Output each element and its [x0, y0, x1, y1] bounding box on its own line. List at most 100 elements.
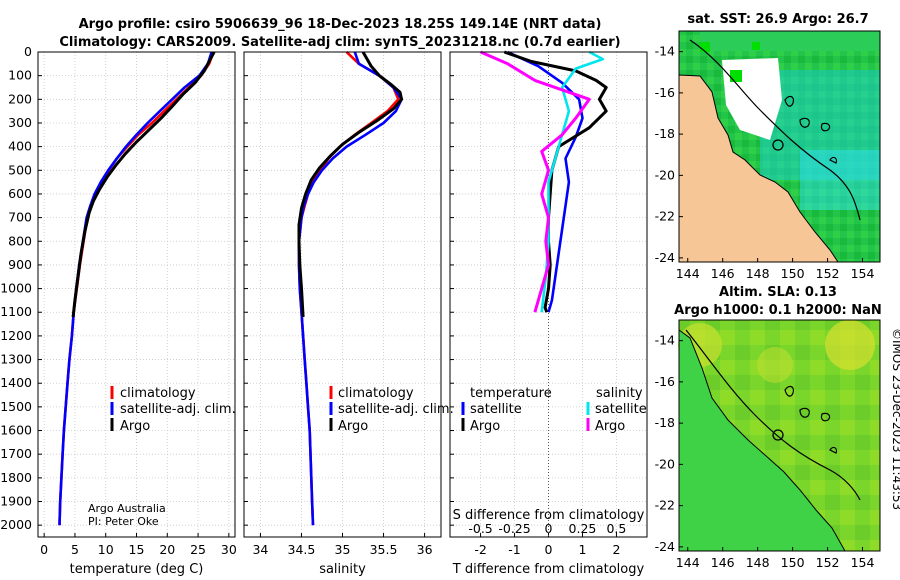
x-tick-label: -1 [508, 542, 520, 557]
temperature-panel: 0100200300400500600700800900100011001200… [0, 44, 237, 577]
x-tick-label: 30 [221, 542, 237, 557]
series-line-satellite-adj-clim- [297, 51, 403, 526]
map-x-tick-label: 154 [851, 266, 875, 281]
y-tick-label: 1600 [0, 423, 32, 438]
x-tick-label: 25 [190, 542, 206, 557]
legend-label-s-satellite: satellite [595, 402, 647, 417]
map-x-tick-label: 148 [746, 555, 770, 570]
y-tick-label: 800 [8, 233, 32, 248]
salinity-legend: climatology satellite-adj. clim. Argo [329, 386, 454, 434]
sla-map-frame [678, 319, 881, 552]
x2-tick-label: 0.25 [569, 521, 597, 536]
map-x-tick-label: 154 [851, 555, 875, 570]
y-tick-label: 1800 [0, 470, 32, 485]
y-tick-label: 400 [8, 139, 32, 154]
sst-pixel [700, 42, 710, 52]
legend-label-argo: Argo [120, 419, 150, 434]
map-y-tick-label: -16 [655, 374, 675, 389]
sst-field-band [700, 31, 880, 51]
map-x-tick-label: 152 [816, 555, 840, 570]
y-tick-label: 600 [8, 186, 32, 201]
map-y-tick-label: -22 [655, 498, 675, 513]
x-axis-label: temperature (deg C) [70, 562, 204, 577]
sst-map-title: sat. SST: 26.9 Argo: 26.7 [687, 12, 868, 27]
axes-frame [449, 51, 648, 538]
x-tick-label: 34 [252, 542, 268, 557]
x2-tick-label: -0.25 [498, 521, 530, 536]
y-tick-label: 2000 [0, 517, 32, 532]
x2-tick-label: 0 [545, 521, 553, 536]
legend-label-t-satellite: satellite [470, 402, 522, 417]
map-y-tick-label: -20 [655, 456, 675, 471]
y-tick-label: 300 [8, 115, 32, 130]
x-tick-label: 35.5 [370, 542, 398, 557]
series-line-argo [297, 51, 404, 318]
temperature-legend: climatology satellite-adj. clim. Argo [110, 386, 236, 434]
x-tick-label: 20 [159, 542, 175, 557]
series-line-salinity-satellite [540, 50, 605, 313]
difference-legend: temperature satellite Argo salinity sate… [461, 386, 647, 434]
salinity-panel: 34 34.5 35 35.5 36 salinity [243, 51, 442, 577]
y-tick-label: 0 [24, 44, 32, 59]
map-x-tick-label: 144 [676, 266, 700, 281]
map-y-tick-label: -20 [655, 167, 675, 182]
y-tick-label: 1700 [0, 446, 32, 461]
y-tick-label: 500 [8, 162, 32, 177]
x-tick-label: -2 [474, 542, 486, 557]
legend-label-argo: Argo [338, 419, 368, 434]
series-line-argo [71, 51, 216, 318]
legend-label-s-argo: Argo [595, 419, 625, 434]
legend-label-t-argo: Argo [470, 419, 500, 434]
x-tick-label: 35 [335, 542, 351, 557]
sst-map [678, 30, 881, 263]
sla-land-shelf [678, 329, 846, 552]
sst-map-frame [678, 30, 881, 263]
legend-label-climatology: climatology [338, 386, 414, 401]
difference-panel: -2 -1 0 1 2 -0.5 -0.25 0 0.25 0.5S difference fro… [449, 50, 648, 577]
x-tick-label: 34.5 [288, 542, 316, 557]
sla-map-title-line2: Argo h1000: 0.1 h2000: NaN [674, 303, 882, 318]
x2-tick-label: -0.5 [468, 521, 492, 536]
map-y-tick-label: -18 [655, 126, 675, 141]
legend-label-climatology: climatology [120, 386, 196, 401]
y-tick-label: 200 [8, 91, 32, 106]
y-tick-label: 1100 [0, 304, 32, 319]
sla-contour [685, 329, 861, 501]
x-tick-label: 36 [417, 542, 433, 557]
sla-map [678, 319, 881, 552]
sst-patch-cyan [800, 150, 880, 210]
legend-title-temperature: temperature [470, 386, 552, 401]
x-tick-label: 2 [612, 542, 620, 557]
sla-high [825, 320, 875, 370]
sst-pixel [752, 42, 760, 50]
map-y-tick-label: -14 [655, 44, 675, 59]
y-tick-label: 1000 [0, 281, 32, 296]
x-tick-label: 10 [98, 542, 114, 557]
credit-line1: Argo Australia [88, 502, 166, 515]
y-tick-label: 700 [8, 210, 32, 225]
map-x-tick-label: 150 [781, 266, 805, 281]
x2-axis-label: S difference from climatology [453, 508, 645, 523]
axes-frame [37, 51, 236, 538]
map-x-tick-label: 146 [711, 555, 735, 570]
sst-contour [689, 39, 861, 221]
y-tick-label: 1400 [0, 375, 32, 390]
legend-label-satellite: satellite-adj. clim. [338, 402, 454, 417]
x-axis-label: T difference from climatology [452, 562, 645, 577]
map-y-tick-label: -24 [655, 539, 675, 554]
map-x-tick-label: 146 [711, 266, 735, 281]
map-x-tick-label: 144 [676, 555, 700, 570]
sst-pixel [730, 70, 742, 82]
map-x-tick-label: 150 [781, 555, 805, 570]
credit-line2: PI: Peter Oke [88, 515, 159, 528]
map-y-tick-label: -22 [655, 209, 675, 224]
timestamp: ©IMOS 23-Dec-2023 11:43:53 [890, 328, 900, 510]
figure-title-line2: Climatology: CARS2009. Satellite-adj cli… [59, 35, 620, 50]
map-y-tick-label: -18 [655, 415, 675, 430]
y-tick-label: 900 [8, 257, 32, 272]
map-y-tick-label: -24 [655, 250, 675, 265]
map-y-tick-label: -14 [655, 333, 675, 348]
y-tick-label: 1300 [0, 352, 32, 367]
argo-position-marker [772, 139, 784, 151]
map-y-tick-label: -16 [655, 85, 675, 100]
